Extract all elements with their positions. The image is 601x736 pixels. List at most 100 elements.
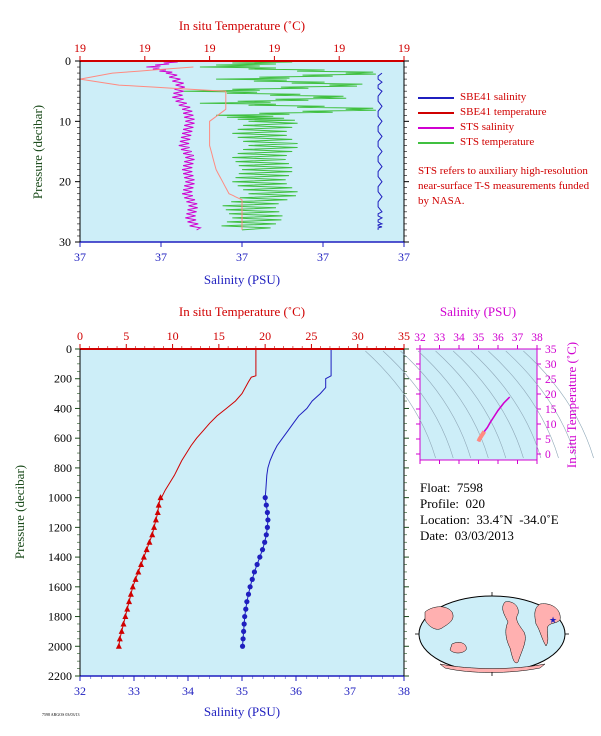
salinity-marker — [251, 569, 258, 575]
main-axis-ticks: 0 5 10 15 20 25 30 35 32 33 34 35 36 37 38 0 200 400 600 80… — [48, 329, 410, 698]
top-panel: 19 19 19 19 19 19 37 37 37 37 37 0 10 20 30 In situ Te… — [30, 18, 410, 287]
top-axis-ticks: 19 19 19 19 19 19 37 37 37 37 37 0 10 20 30 — [59, 41, 410, 264]
top-series-line — [146, 60, 202, 231]
main-pressure-tick-label: 2000 — [48, 639, 72, 653]
legend-item-sts-salinity: STS salinity — [418, 120, 546, 135]
map-americas — [502, 601, 526, 664]
temperature-marker — [132, 575, 139, 582]
temperature-marker — [122, 613, 129, 620]
main-pressure-tick-label: 2200 — [48, 669, 72, 683]
float-id: Float: 7598 — [420, 480, 483, 495]
ts-sal-axis-title: Salinity (PSU) — [440, 304, 516, 319]
salinity-marker — [254, 561, 260, 568]
top-temp-tick-label: 19 — [398, 41, 410, 55]
ts-panel: 32 33 34 35 36 37 38 0 5 10 15 20 25 30 35 Salinity (P… — [365, 304, 594, 468]
salinity-marker — [249, 576, 255, 582]
ts-curve-deep-segment — [476, 430, 486, 443]
main-temp-tick-label: 0 — [77, 329, 83, 343]
ts-sal-tick-label: 38 — [531, 332, 543, 344]
temperature-marker — [115, 642, 122, 649]
ts-density-contour — [470, 350, 542, 459]
salinity-marker — [240, 636, 246, 642]
salinity-marker — [262, 539, 268, 545]
ts-sal-tick-label: 37 — [512, 332, 524, 344]
map-eurasia — [534, 603, 561, 647]
ts-sal-tick-label: 32 — [414, 332, 426, 344]
temperature-marker — [126, 598, 133, 605]
main-temp-axis-title: In situ Temperature (˚C) — [179, 304, 305, 319]
main-sal-tick-label: 32 — [74, 684, 86, 698]
temperature-marker — [116, 635, 123, 642]
ts-density-contour — [417, 350, 489, 459]
map-antarctica — [439, 663, 546, 673]
top-sal-tick-label: 37 — [236, 250, 248, 264]
main-pressure-tick-label: 0 — [66, 342, 72, 356]
ts-density-contour — [488, 350, 559, 459]
ts-sal-tick-label: 36 — [492, 332, 504, 344]
main-panel: 0 5 10 15 20 25 30 35 32 33 34 35 36 37 38 0 200 400 600 80… — [12, 304, 410, 719]
temperature-marker — [157, 494, 164, 501]
ts-series-group — [476, 396, 511, 443]
main-temp-tick-label: 20 — [259, 329, 271, 343]
top-series-line — [377, 72, 384, 230]
ts-density-contour — [523, 350, 594, 459]
top-temp-tick-label: 19 — [204, 41, 216, 55]
top-temp-axis-title: In situ Temperature (˚C) — [179, 18, 305, 33]
ts-temp-tick-label: 25 — [545, 374, 557, 386]
salinity-marker — [244, 599, 250, 605]
top-pressure-tick-label: 30 — [59, 235, 71, 249]
legend: SBE41 salinity SBE41 temperature STS sal… — [418, 90, 546, 150]
temperature-marker — [155, 501, 162, 508]
top-sal-tick-label: 37 — [74, 250, 86, 264]
top-pressure-tick-label: 0 — [65, 54, 71, 68]
float-info: Float: 7598 Profile: 020 Location: 33.4˚… — [420, 480, 559, 544]
ts-density-contours — [365, 350, 594, 459]
main-plot-background — [79, 348, 405, 677]
legend-swatch — [418, 141, 454, 144]
main-sal-axis-title: Salinity (PSU) — [204, 704, 280, 719]
main-sal-tick-label: 36 — [290, 684, 302, 698]
temperature-marker — [154, 509, 161, 515]
ts-temp-tick-label: 0 — [545, 449, 551, 461]
salinity-marker — [257, 554, 263, 560]
salinity-marker — [262, 495, 268, 501]
legend-label: SBE41 salinity — [460, 91, 527, 103]
sts-note: STS refers to auxiliary high-resolution … — [418, 165, 590, 207]
main-sal-tick-label: 33 — [128, 684, 140, 698]
legend-item-sbe41-temperature: SBE41 temperature — [418, 105, 546, 120]
top-temp-tick-label: 19 — [139, 41, 151, 55]
temperature-marker — [124, 605, 131, 612]
temperature-marker — [118, 627, 125, 634]
main-temp-tick-label: 15 — [213, 329, 225, 343]
temperature-marker — [135, 568, 142, 575]
salinity-marker — [264, 509, 270, 516]
legend-item-sbe41-salinity: SBE41 salinity — [418, 90, 546, 105]
salinity-marker — [259, 547, 266, 553]
ts-density-contour — [400, 350, 471, 459]
main-pressure-tick-label: 1600 — [48, 580, 72, 594]
profile-id: Profile: 020 — [420, 496, 485, 511]
temperature-marker — [120, 620, 127, 627]
temperature-marker — [140, 553, 147, 560]
ts-temp-tick-label: 5 — [545, 434, 551, 446]
main-sal-tick-label: 37 — [344, 684, 356, 698]
temperature-marker — [127, 590, 134, 597]
temperature-marker — [152, 516, 159, 523]
main-pressure-tick-label: 1800 — [48, 610, 72, 624]
salinity-marker — [241, 621, 247, 627]
ts-density-contour — [452, 350, 524, 459]
world-map: ★ — [415, 592, 569, 676]
top-series-line — [79, 66, 243, 230]
top-series-group — [79, 60, 384, 231]
ts-axis-ticks: 32 33 34 35 36 37 38 0 5 10 15 20 25 30 35 — [414, 332, 557, 464]
top-temp-tick-label: 19 — [74, 41, 86, 55]
temperature-profile-line — [118, 349, 257, 647]
top-temp-tick-label: 19 — [268, 41, 280, 55]
main-pressure-tick-label: 400 — [54, 401, 72, 415]
main-temp-tick-label: 30 — [352, 329, 364, 343]
legend-label: STS temperature — [460, 136, 535, 148]
legend-item-sts-temperature: STS temperature — [418, 135, 546, 150]
main-sal-tick-label: 38 — [398, 684, 410, 698]
ts-temp-tick-label: 30 — [545, 359, 557, 371]
